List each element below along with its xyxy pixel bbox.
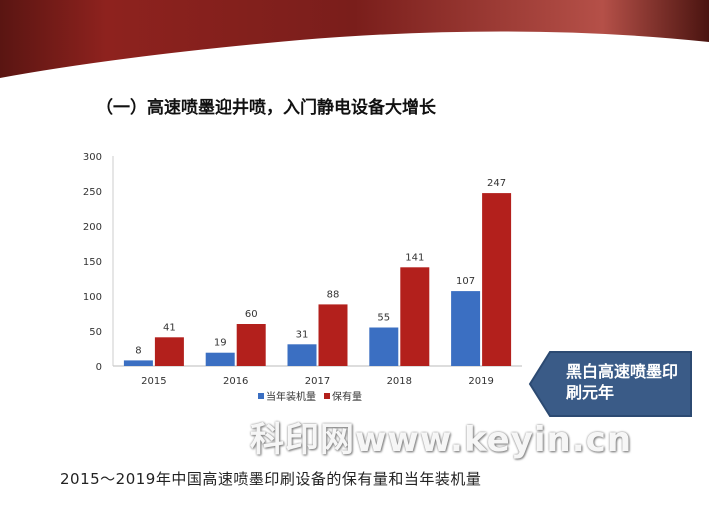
data-label: 55: [377, 313, 390, 324]
legend-swatch: [324, 393, 330, 399]
bar-installed: [451, 291, 481, 366]
bar-chart: 0 50 100 150 200 250 300 2015 8 41 2016 19 60 2017 31 8…: [83, 152, 522, 403]
chart-caption: 2015～2019年中国高速喷墨印刷设备的保有量和当年装机量: [60, 470, 482, 488]
y-tick-label: 250: [83, 187, 102, 198]
legend-label: 当年装机量: [266, 390, 316, 403]
callout-text: 黑白高速喷墨印刷元年: [566, 362, 679, 402]
x-tick-label: 2015: [141, 376, 166, 387]
bar-stock: [154, 337, 184, 366]
watermark: 科印网www.keyin.cn: [250, 420, 633, 460]
data-label: 31: [296, 329, 309, 340]
data-label: 41: [163, 322, 176, 333]
data-label: 8: [135, 345, 141, 356]
y-tick-label: 100: [83, 292, 102, 303]
bar-installed: [369, 327, 399, 366]
data-label: 19: [214, 338, 227, 349]
y-tick-label: 50: [89, 327, 102, 338]
legend-label: 保有量: [332, 390, 362, 403]
bar-stock: [236, 324, 266, 366]
y-tick-label: 0: [96, 362, 102, 373]
bar-stock: [482, 193, 512, 366]
x-tick-label: 2017: [305, 376, 330, 387]
y-tick-label: 300: [83, 152, 102, 163]
callout-shape: [528, 351, 692, 417]
data-label: 247: [487, 178, 506, 189]
x-tick-label: 2016: [223, 376, 248, 387]
bar-installed: [205, 352, 235, 366]
y-tick-label: 200: [83, 222, 102, 233]
slide-title: （一）高速喷墨迎井喷，入门静电设备大增长: [96, 98, 436, 118]
data-label: 60: [245, 309, 258, 320]
data-label: 107: [456, 276, 475, 287]
data-label: 141: [405, 252, 424, 263]
bar-stock: [318, 304, 348, 366]
bar-stock: [400, 267, 430, 366]
header-banner: [0, 0, 709, 78]
bar-installed: [287, 344, 317, 366]
legend-swatch: [258, 393, 264, 399]
bar-installed: [123, 360, 153, 366]
x-tick-label: 2019: [468, 376, 493, 387]
x-tick-label: 2018: [387, 376, 412, 387]
y-tick-label: 150: [83, 257, 102, 268]
data-label: 88: [327, 289, 340, 300]
